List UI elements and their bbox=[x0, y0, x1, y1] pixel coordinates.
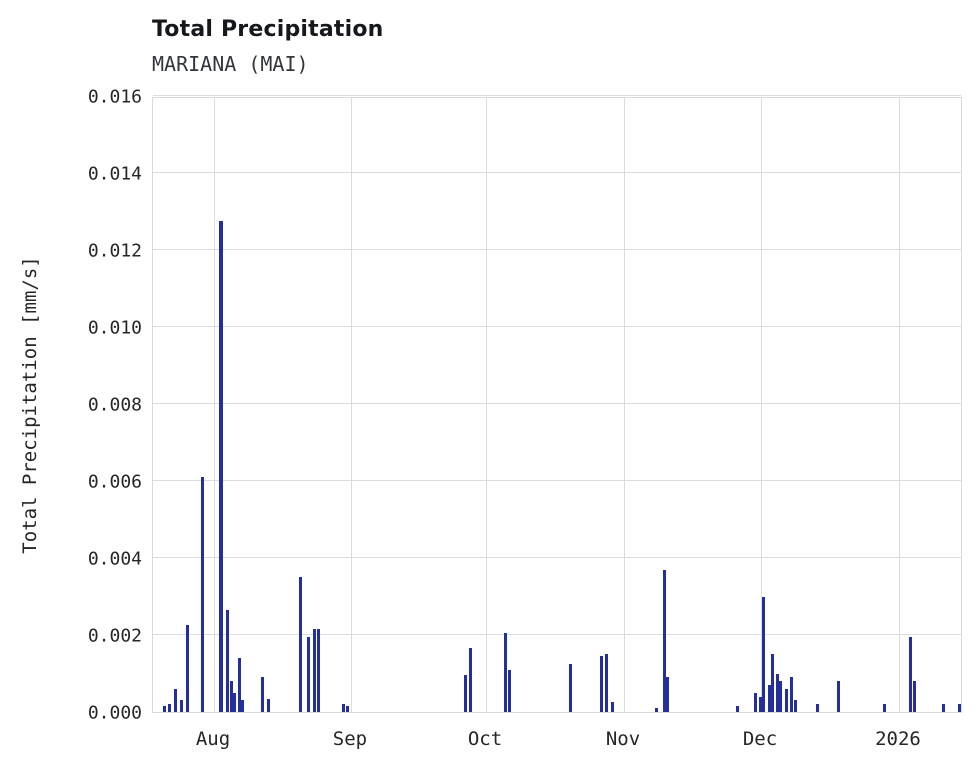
precipitation-bar bbox=[665, 677, 669, 712]
precipitation-bar bbox=[342, 704, 346, 712]
y-tick-label: 0.004 bbox=[87, 548, 142, 570]
precipitation-bar bbox=[504, 633, 508, 712]
gridline-horizontal bbox=[153, 557, 961, 558]
y-axis-label: Total Precipitation [mm/s] bbox=[19, 256, 41, 554]
precipitation-bar bbox=[312, 629, 316, 712]
precipitation-bar bbox=[767, 685, 771, 712]
precipitation-bar bbox=[179, 700, 183, 712]
gridline-vertical bbox=[213, 98, 215, 712]
precipitation-bar bbox=[789, 677, 793, 712]
gridline-horizontal bbox=[153, 326, 961, 327]
precipitation-bar bbox=[771, 654, 775, 712]
precipitation-bar bbox=[173, 688, 177, 712]
y-tick-label: 0.008 bbox=[87, 394, 142, 416]
gridline-horizontal bbox=[153, 249, 961, 250]
y-tick-label: 0.006 bbox=[87, 471, 142, 493]
precipitation-bar bbox=[346, 706, 350, 712]
precipitation-bar bbox=[306, 636, 310, 712]
x-tick-label: Nov bbox=[605, 728, 641, 750]
x-tick-label: Aug bbox=[195, 728, 231, 750]
chart-subtitle: MARIANA (MAI) bbox=[152, 52, 309, 76]
precipitation-bar bbox=[261, 677, 265, 712]
precipitation-bar bbox=[468, 648, 472, 712]
precipitation-bar bbox=[942, 704, 946, 712]
x-tick-label: Oct bbox=[467, 728, 503, 750]
gridline-horizontal bbox=[153, 634, 961, 635]
x-tick-label: Sep bbox=[332, 728, 368, 750]
y-tick-label: 0.014 bbox=[87, 163, 142, 185]
precipitation-bar bbox=[779, 681, 783, 712]
precipitation-bar bbox=[225, 609, 229, 712]
precipitation-bar bbox=[162, 706, 166, 712]
precipitation-bar bbox=[600, 656, 604, 712]
precipitation-bar bbox=[237, 658, 241, 712]
gridline-vertical bbox=[760, 98, 762, 712]
precipitation-bar bbox=[299, 577, 303, 712]
precipitation-bar bbox=[758, 696, 762, 712]
precipitation-bar bbox=[267, 698, 271, 712]
precipitation-bar bbox=[229, 681, 233, 712]
precipitation-bar bbox=[883, 704, 887, 712]
precipitation-bar bbox=[219, 221, 224, 712]
y-tick-label: 0.002 bbox=[87, 625, 142, 647]
gridline-horizontal bbox=[153, 480, 961, 481]
precipitation-bar bbox=[241, 700, 245, 712]
precipitation-bar bbox=[233, 692, 237, 712]
gridline-horizontal bbox=[153, 95, 961, 96]
precipitation-bar bbox=[793, 700, 797, 712]
precipitation-bar bbox=[610, 702, 614, 712]
precipitation-bar bbox=[837, 681, 841, 712]
precipitation-bar bbox=[736, 706, 740, 712]
plot-area bbox=[152, 95, 962, 713]
precipitation-bar bbox=[762, 596, 766, 712]
y-tick-label: 0.000 bbox=[87, 702, 142, 724]
y-tick-label: 0.010 bbox=[87, 317, 142, 339]
y-tick-label: 0.016 bbox=[87, 86, 142, 108]
x-tick-label: 2026 bbox=[875, 728, 921, 750]
gridline-vertical bbox=[485, 98, 487, 712]
precipitation-bar bbox=[784, 688, 788, 712]
precipitation-bar bbox=[957, 704, 961, 712]
precipitation-bar bbox=[317, 629, 321, 712]
chart-title: Total Precipitation bbox=[152, 17, 384, 42]
precipitation-bar bbox=[604, 654, 608, 712]
gridline-vertical bbox=[350, 98, 352, 712]
gridline-horizontal bbox=[153, 403, 961, 404]
precipitation-bar bbox=[754, 692, 758, 712]
gridline-vertical bbox=[899, 98, 900, 712]
precipitation-bar bbox=[775, 673, 779, 712]
precipitation-bar bbox=[569, 663, 573, 712]
precipitation-bar bbox=[654, 708, 658, 712]
precipitation-bar bbox=[185, 625, 189, 712]
precipitation-bar bbox=[913, 681, 917, 712]
x-tick-label: Dec bbox=[742, 728, 778, 750]
gridline-vertical bbox=[624, 98, 625, 712]
precipitation-bar bbox=[815, 704, 819, 712]
precipitation-bar bbox=[909, 636, 913, 712]
precipitation-bar bbox=[200, 477, 204, 712]
gridline-horizontal bbox=[153, 172, 961, 173]
precipitation-bar bbox=[508, 669, 512, 712]
precipitation-bar bbox=[662, 569, 666, 712]
precipitation-bar bbox=[167, 704, 171, 712]
precipitation-bar bbox=[464, 675, 468, 712]
y-tick-label: 0.012 bbox=[87, 240, 142, 262]
